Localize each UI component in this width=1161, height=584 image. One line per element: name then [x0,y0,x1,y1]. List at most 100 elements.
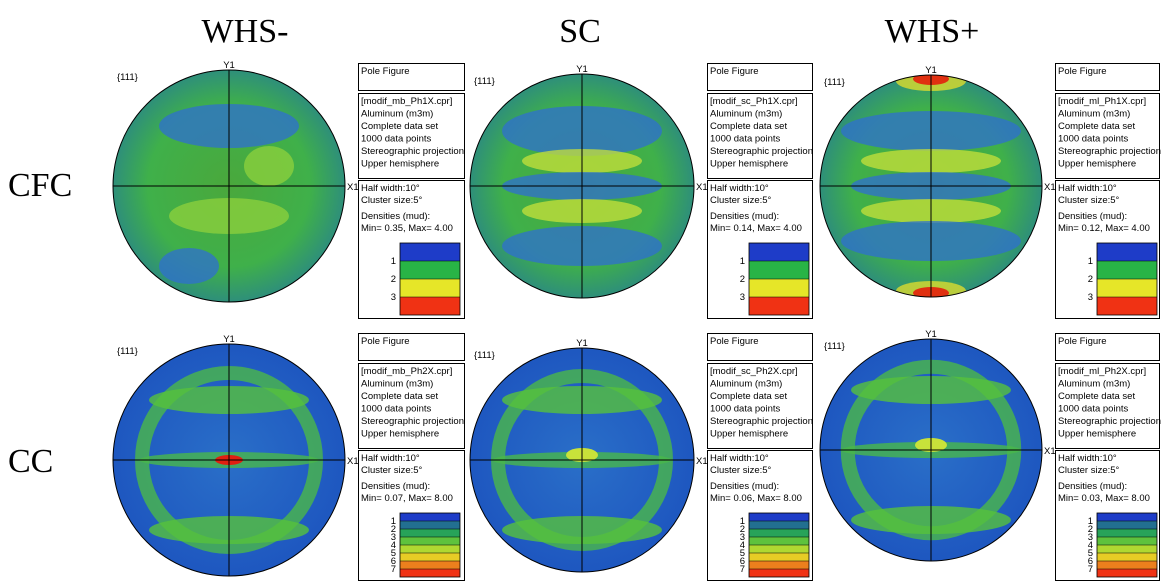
param-line: Half width:10° [1058,183,1117,194]
legend-band [400,513,460,521]
legend-band [1097,537,1157,545]
legend-band [400,545,460,553]
info-line: [modif_sc_Ph2X.cpr] [710,366,798,377]
legend-band [1097,279,1157,297]
densities: Min= 0.14, Max= 4.00 [710,223,802,234]
legend-label: 1 [740,516,745,527]
box-title: Pole Figure [361,336,410,347]
param-line: Cluster size:5° [710,465,772,476]
legend-label: 7 [1088,564,1093,575]
legend-label: 5 [391,548,396,559]
legend-label: 2 [391,524,396,535]
legend-band [1097,569,1157,577]
param-line: Half width:10° [361,453,420,464]
info-box [1055,93,1160,179]
info-box [358,63,465,91]
legend-band [1097,521,1157,529]
legend-label: 4 [1088,540,1093,551]
legend-band [749,529,809,537]
legend-band [749,513,809,521]
info-line: [modif_mb_Ph2X.cpr] [361,366,452,377]
box-title: Pole Figure [361,66,410,77]
legend-band [400,561,460,569]
info-box [1055,333,1160,361]
info-line: [modif_ml_Ph2X.cpr] [1058,366,1146,377]
info-line: Aluminum (m3m) [1058,109,1130,120]
info-line: Aluminum (m3m) [361,379,433,390]
column-header: WHS- [202,13,289,50]
legend-band [400,279,460,297]
legend-label: 1 [391,516,396,527]
info-line: Complete data set [710,391,787,402]
legend-label: 1 [740,256,745,267]
info-line: 1000 data points [1058,404,1129,415]
info-line: [modif_ml_Ph1X.cpr] [1058,96,1146,107]
legend-band [1097,297,1157,315]
densities: Min= 0.06, Max= 8.00 [710,493,802,504]
legend-band [749,545,809,553]
info-line: 1000 data points [361,404,432,415]
legend-label: 6 [1088,556,1093,567]
info-line: Complete data set [1058,391,1135,402]
x-axis-label: X1 [347,182,359,193]
info-line: 1000 data points [710,134,781,145]
legend-label: 3 [391,292,396,303]
legend-label: 2 [740,524,745,535]
legend-label: 5 [1088,548,1093,559]
legend-band [749,553,809,561]
box-title: Pole Figure [710,66,759,77]
set-label: {111} [824,341,845,352]
info-box [1055,363,1160,449]
legend-band [749,279,809,297]
param-line: Half width:10° [710,183,769,194]
info-line: Complete data set [710,121,787,132]
legend-band [749,297,809,315]
legend-band [400,537,460,545]
box-title: Pole Figure [1058,66,1107,77]
param-line: Cluster size:5° [361,195,423,206]
info-line: [modif_mb_Ph1X.cpr] [361,96,452,107]
densities-label: Densities (mud): [1058,211,1127,222]
box-title: Pole Figure [710,336,759,347]
info-box [707,63,813,91]
legend-label: 3 [740,532,745,543]
legend-band [400,243,460,261]
densities: Min= 0.35, Max= 4.00 [361,223,453,234]
param-line: Cluster size:5° [361,465,423,476]
densities: Min= 0.07, Max= 8.00 [361,493,453,504]
legend-band [400,297,460,315]
info-box [358,93,465,179]
legend-band [400,521,460,529]
set-label: {111} [117,346,138,357]
legend-band [749,561,809,569]
legend-band [1097,513,1157,521]
row-header: CC [8,443,53,480]
set-label: {111} [474,350,495,361]
legend-band [1097,553,1157,561]
legend-label: 2 [740,274,745,285]
param-line: Cluster size:5° [1058,465,1120,476]
info-line: 1000 data points [1058,134,1129,145]
legend-label: 3 [391,532,396,543]
legend-band [400,529,460,537]
legend-label: 3 [1088,532,1093,543]
info-line: Upper hemisphere [1058,429,1136,440]
row-header: CFC [8,167,72,204]
info-line: Stereographic projection [1058,416,1161,427]
param-line: Half width:10° [1058,453,1117,464]
info-line: Upper hemisphere [361,429,439,440]
legend-band [749,261,809,279]
x-axis-label: X1 [1044,446,1056,457]
legend-label: 2 [1088,274,1093,285]
y-axis-label: Y1 [576,338,588,349]
info-box [358,363,465,449]
info-line: Complete data set [361,391,438,402]
pole-figure [470,348,694,572]
texture [244,146,294,186]
param-line: Cluster size:5° [1058,195,1120,206]
column-header: SC [559,13,601,50]
info-line: Complete data set [1058,121,1135,132]
legend-label: 2 [1088,524,1093,535]
legend-label: 6 [740,556,745,567]
legend-band [749,243,809,261]
